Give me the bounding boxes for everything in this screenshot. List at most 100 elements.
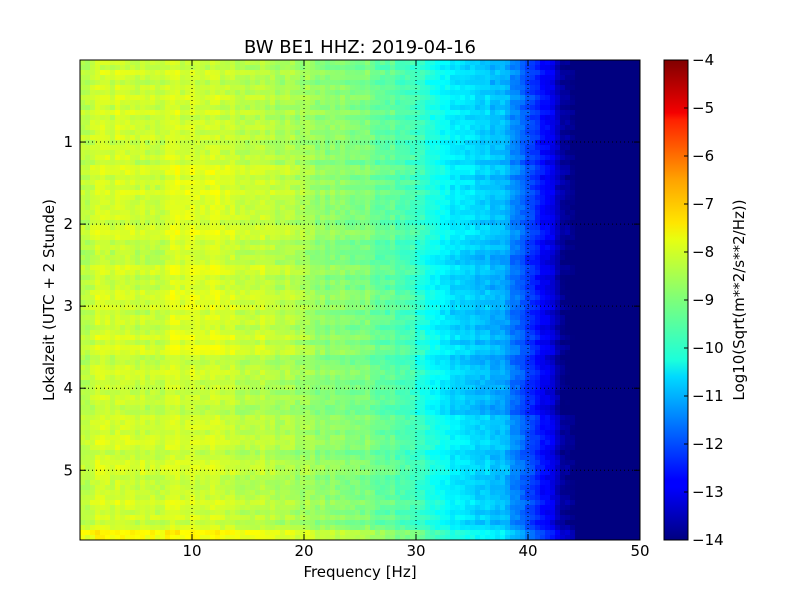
heatmap-cell <box>335 115 341 121</box>
heatmap-cell <box>210 210 216 216</box>
heatmap-cell <box>340 75 346 81</box>
heatmap-cell <box>145 160 151 166</box>
heatmap-cell <box>465 180 471 186</box>
heatmap-cell <box>395 75 401 81</box>
heatmap-cell <box>200 245 206 251</box>
heatmap-cell <box>220 70 226 76</box>
heatmap-cell <box>565 225 571 231</box>
heatmap-cell <box>340 100 346 106</box>
heatmap-cell <box>510 60 516 66</box>
heatmap-cell <box>520 190 526 196</box>
heatmap-cell <box>520 260 526 266</box>
heatmap-cell <box>130 155 136 161</box>
heatmap-cell <box>365 110 371 116</box>
heatmap-cell <box>195 80 201 86</box>
heatmap-cell <box>465 165 471 171</box>
heatmap-cell <box>520 195 526 201</box>
heatmap-cell <box>280 70 286 76</box>
heatmap-cell <box>410 180 416 186</box>
heatmap-cell <box>555 260 561 266</box>
heatmap-cell <box>615 245 621 251</box>
heatmap-cell <box>170 240 176 246</box>
heatmap-cell <box>625 225 631 231</box>
heatmap-cell <box>425 75 431 81</box>
heatmap-cell <box>300 80 306 86</box>
heatmap-cell <box>415 250 421 256</box>
heatmap-cell <box>310 180 316 186</box>
heatmap-cell <box>590 180 596 186</box>
heatmap-cell <box>385 245 391 251</box>
heatmap-cell <box>205 95 211 101</box>
heatmap-cell <box>90 135 96 141</box>
heatmap-cell <box>535 275 541 281</box>
heatmap-cell <box>355 275 361 281</box>
heatmap-cell <box>305 125 311 131</box>
heatmap-cell <box>545 220 551 226</box>
heatmap-cell <box>405 105 411 111</box>
heatmap-cell <box>175 160 181 166</box>
heatmap-cell <box>465 215 471 221</box>
heatmap-cell <box>310 275 316 281</box>
heatmap-cell <box>475 245 481 251</box>
heatmap-cell <box>145 75 151 81</box>
heatmap-cell <box>155 185 161 191</box>
heatmap-cell <box>305 180 311 186</box>
heatmap-cell <box>420 80 426 86</box>
heatmap-cell <box>270 190 276 196</box>
heatmap-cell <box>100 235 106 241</box>
heatmap-cell <box>170 195 176 201</box>
heatmap-cell <box>285 100 291 106</box>
heatmap-cell <box>205 150 211 156</box>
heatmap-cell <box>525 85 531 91</box>
heatmap-cell <box>330 85 336 91</box>
heatmap-cell <box>485 180 491 186</box>
heatmap-cell <box>200 145 206 151</box>
heatmap-cell <box>490 120 496 126</box>
heatmap-cell <box>395 125 401 131</box>
heatmap-cell <box>255 125 261 131</box>
heatmap-cell <box>175 215 181 221</box>
heatmap-cell <box>595 240 601 246</box>
heatmap-cell <box>295 145 301 151</box>
heatmap-cell <box>500 180 506 186</box>
heatmap-cell <box>395 120 401 126</box>
heatmap-cell <box>345 150 351 156</box>
heatmap-cell <box>500 275 506 281</box>
heatmap-cell <box>155 200 161 206</box>
heatmap-cell <box>260 110 266 116</box>
heatmap-cell <box>415 115 421 121</box>
heatmap-cell <box>205 170 211 176</box>
heatmap-cell <box>275 200 281 206</box>
heatmap-cell <box>550 100 556 106</box>
heatmap-cell <box>505 220 511 226</box>
heatmap-cell <box>560 210 566 216</box>
heatmap-cell <box>165 245 171 251</box>
heatmap-cell <box>130 90 136 96</box>
heatmap-cell <box>95 210 101 216</box>
heatmap-cell <box>485 165 491 171</box>
heatmap-cell <box>585 155 591 161</box>
heatmap-cell <box>395 170 401 176</box>
heatmap-cell <box>360 205 366 211</box>
heatmap-cell <box>530 235 536 241</box>
heatmap-cell <box>105 75 111 81</box>
heatmap-cell <box>260 130 266 136</box>
heatmap-cell <box>350 165 356 171</box>
heatmap-cell <box>470 135 476 141</box>
heatmap-cell <box>290 225 296 231</box>
heatmap-cell <box>445 180 451 186</box>
heatmap-cell <box>540 85 546 91</box>
heatmap-cell <box>585 100 591 106</box>
heatmap-cell <box>395 90 401 96</box>
heatmap-cell <box>250 280 256 286</box>
heatmap-cell <box>195 90 201 96</box>
heatmap-cell <box>340 160 346 166</box>
heatmap-cell <box>540 135 546 141</box>
heatmap-cell <box>445 260 451 266</box>
heatmap-cell <box>380 85 386 91</box>
heatmap-cell <box>635 105 640 111</box>
heatmap-cell <box>145 90 151 96</box>
heatmap-cell <box>130 70 136 76</box>
heatmap-cell <box>345 110 351 116</box>
heatmap-cell <box>390 265 396 271</box>
